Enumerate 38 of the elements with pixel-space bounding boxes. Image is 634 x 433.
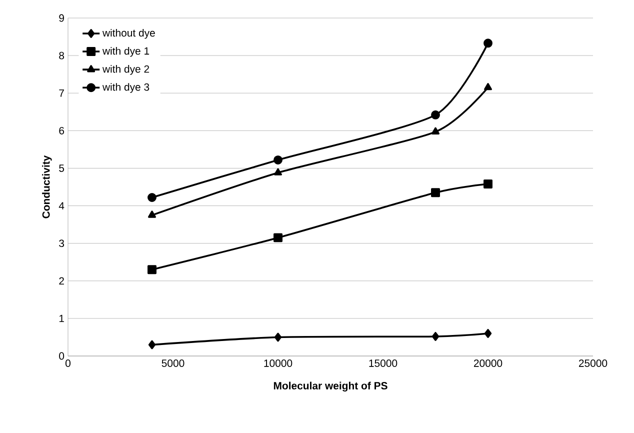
y-tick-label: 5 xyxy=(59,164,64,172)
point xyxy=(431,188,440,198)
point xyxy=(484,180,492,188)
legend-label: with dye 1 xyxy=(102,46,150,57)
y-tick-label: 4 xyxy=(58,202,64,210)
x-tick-label: 5000 xyxy=(162,360,184,367)
point xyxy=(274,233,282,242)
point xyxy=(432,332,440,341)
point xyxy=(484,328,492,338)
y-tick-label: 9 xyxy=(59,14,64,22)
point xyxy=(484,82,492,90)
point xyxy=(148,265,156,274)
y-tick-label: 1 xyxy=(59,314,64,322)
legend-label: with dye 2 xyxy=(102,65,150,75)
y-tick-label: 3 xyxy=(59,240,64,248)
point xyxy=(484,38,492,48)
x-tick-label: 10000 xyxy=(264,360,292,367)
point xyxy=(148,193,156,202)
point xyxy=(431,110,440,120)
y-tick-label: 6 xyxy=(59,126,64,134)
legend-label: without dye xyxy=(102,28,155,39)
point xyxy=(274,168,282,176)
x-axis-title: Molecular weight of PS xyxy=(274,382,388,392)
point xyxy=(274,155,282,164)
x-tick-label: 15000 xyxy=(369,360,398,367)
y-tick-label: 7 xyxy=(59,90,64,97)
point xyxy=(148,340,156,350)
legend-label: with dye 3 xyxy=(102,83,150,93)
point xyxy=(274,332,282,342)
y-tick-label: 2 xyxy=(59,277,64,285)
x-tick-label: 0 xyxy=(65,360,70,367)
y-axis-title: Conductivity xyxy=(42,155,52,218)
y-tick-label: 0 xyxy=(59,352,64,360)
y-tick-label: 8 xyxy=(59,52,64,60)
x-tick-label: 20000 xyxy=(474,360,502,367)
point xyxy=(432,127,440,134)
x-tick-label: 25000 xyxy=(578,360,608,367)
point xyxy=(148,210,156,218)
